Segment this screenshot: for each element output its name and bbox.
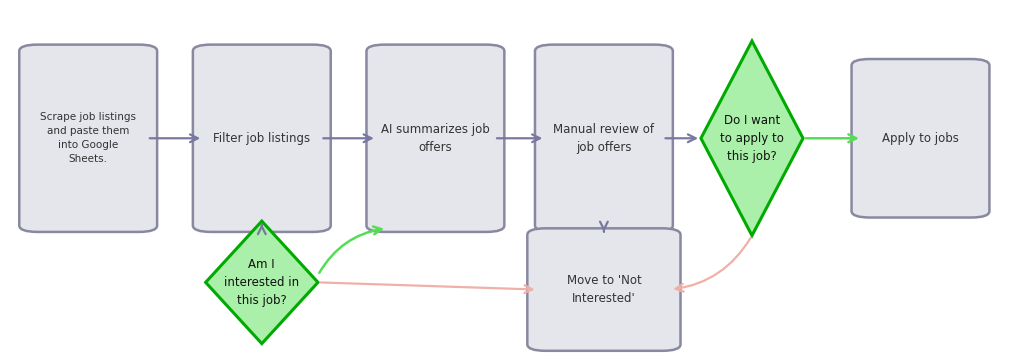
- Text: Manual review of
job offers: Manual review of job offers: [553, 123, 654, 154]
- Text: AI summarizes job
offers: AI summarizes job offers: [381, 123, 489, 154]
- Text: Filter job listings: Filter job listings: [213, 132, 310, 145]
- FancyBboxPatch shape: [367, 45, 505, 232]
- Text: Move to 'Not
Interested': Move to 'Not Interested': [566, 274, 641, 305]
- FancyBboxPatch shape: [535, 45, 673, 232]
- FancyBboxPatch shape: [852, 59, 989, 217]
- Polygon shape: [700, 41, 803, 236]
- FancyBboxPatch shape: [193, 45, 331, 232]
- Text: Am I
interested in
this job?: Am I interested in this job?: [224, 258, 299, 307]
- Text: Scrape job listings
and paste them
into Google
Sheets.: Scrape job listings and paste them into …: [40, 112, 136, 164]
- Text: Do I want
to apply to
this job?: Do I want to apply to this job?: [720, 114, 784, 163]
- FancyBboxPatch shape: [527, 228, 681, 351]
- Polygon shape: [206, 221, 318, 344]
- FancyBboxPatch shape: [19, 45, 157, 232]
- Text: Apply to jobs: Apply to jobs: [882, 132, 958, 145]
